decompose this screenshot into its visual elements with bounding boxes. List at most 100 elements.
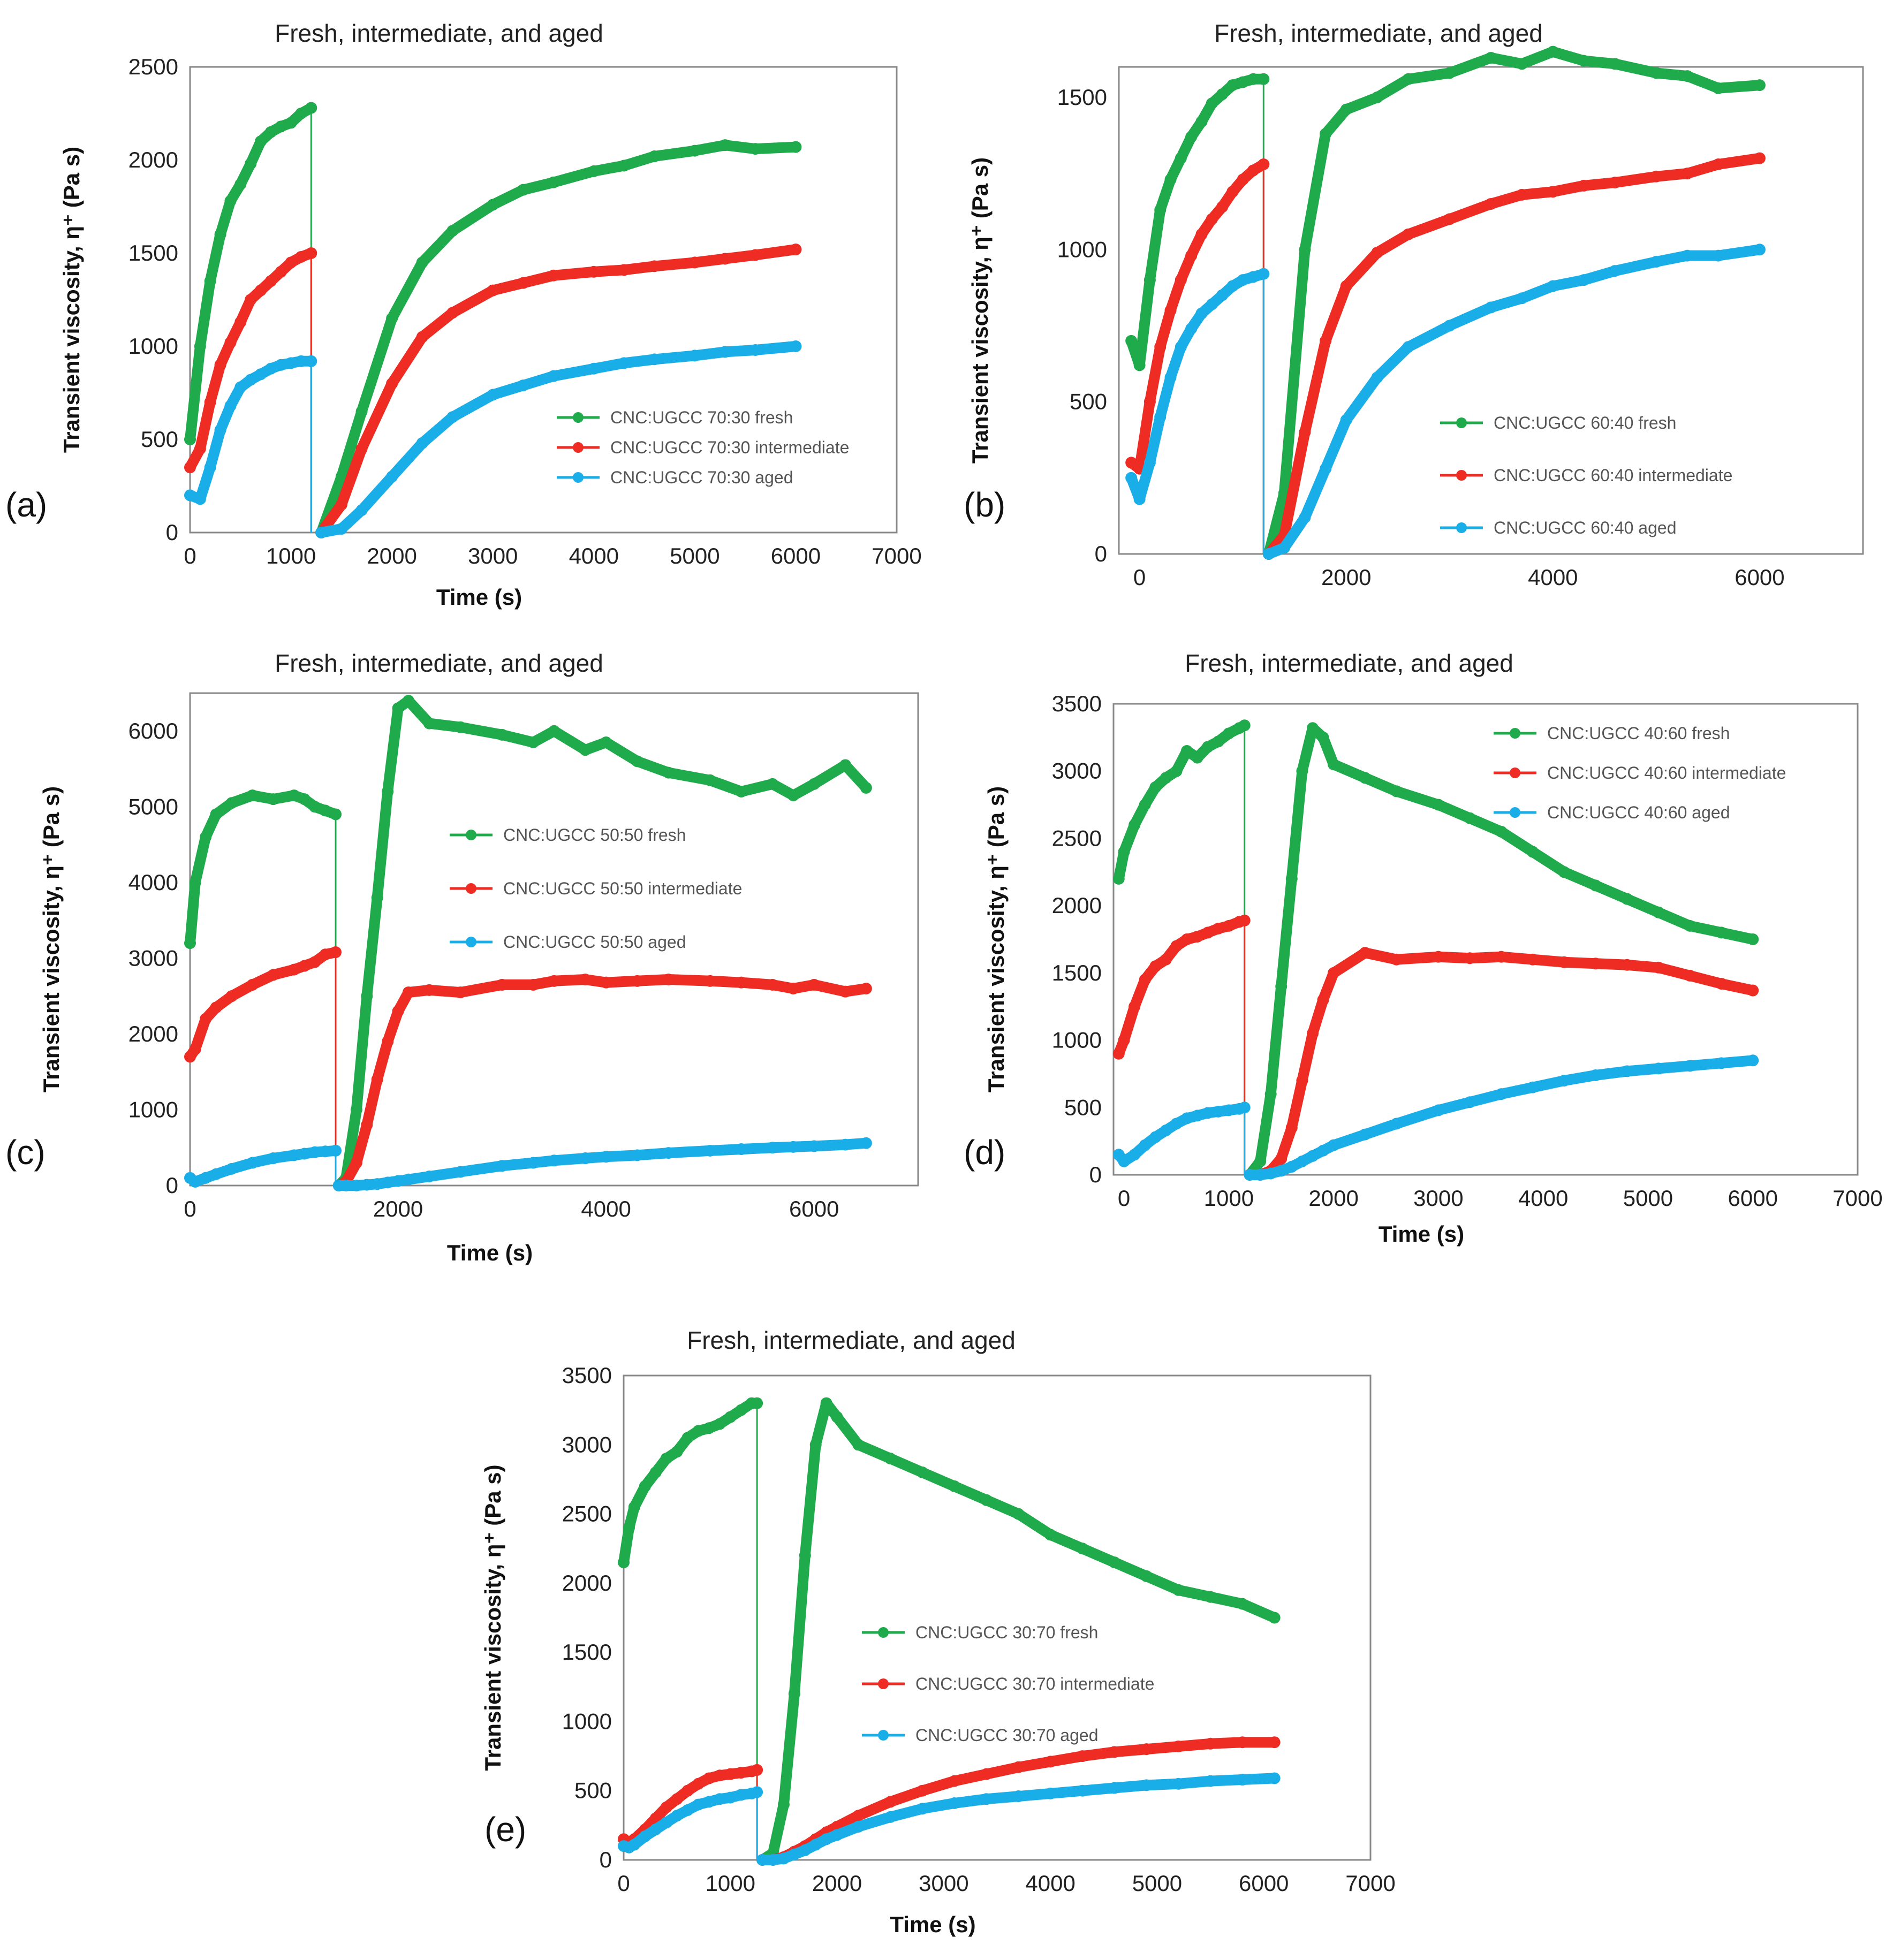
data-point: [1753, 152, 1766, 164]
y-tick-label: 0: [1095, 541, 1107, 566]
legend-entry: CNC:UGCC 40:60 intermediate: [1547, 763, 1786, 783]
data-point: [184, 937, 196, 949]
y-tick-label: 3000: [562, 1432, 612, 1457]
data-point: [1547, 280, 1559, 292]
data-point: [639, 1480, 651, 1492]
legend-swatch-marker: [466, 883, 476, 894]
data-point: [1516, 292, 1528, 305]
data-point: [1464, 1096, 1476, 1108]
data-point: [1223, 727, 1235, 740]
data-point: [724, 1791, 737, 1804]
data-point: [1495, 1088, 1508, 1100]
data-point: [224, 337, 237, 349]
data-point: [600, 976, 612, 989]
data-point: [1154, 411, 1167, 423]
data-point: [275, 120, 287, 133]
data-point: [1238, 719, 1251, 732]
legend-swatch-marker: [466, 937, 476, 947]
data-point: [1206, 213, 1218, 225]
y-tick-label: 0: [600, 1847, 612, 1872]
y-tick-label: 3500: [562, 1363, 612, 1388]
data-point: [1140, 1779, 1153, 1791]
data-point: [1609, 265, 1621, 277]
x-tick-label: 2000: [367, 543, 416, 568]
data-point: [787, 789, 799, 802]
x-axis-label: Time (s): [890, 1912, 975, 1937]
data-point: [487, 199, 499, 211]
data-point: [1485, 197, 1497, 210]
legend-entry: CNC:UGCC 30:70 aged: [915, 1726, 1098, 1745]
y-tick-label: 3000: [128, 945, 178, 970]
data-point: [487, 284, 499, 297]
plot-frame: [623, 1374, 1372, 1861]
y-tick-label: 1000: [1057, 237, 1107, 262]
data-point: [649, 1824, 662, 1836]
x-tick-label: 5000: [670, 543, 719, 568]
data-point: [1715, 977, 1728, 990]
data-point: [884, 1453, 897, 1465]
data-point: [295, 250, 307, 263]
data-point: [1236, 1774, 1248, 1786]
data-point: [735, 1789, 747, 1801]
data-point: [948, 1797, 960, 1809]
data-point: [1516, 188, 1528, 201]
data-point: [1044, 1529, 1057, 1541]
data-point: [1244, 1169, 1256, 1181]
data-point: [1464, 812, 1476, 824]
series-line-segment-2: [316, 140, 801, 538]
data-point: [648, 260, 661, 272]
legend-entry: CNC:UGCC 40:60 fresh: [1547, 724, 1730, 743]
data-point: [204, 396, 216, 408]
chart-title: Fresh, intermediate, and aged: [275, 649, 603, 677]
data-point: [330, 1144, 342, 1157]
y-tick-label: 1000: [1052, 1028, 1102, 1053]
data-point: [1747, 933, 1759, 945]
data-point: [210, 1168, 222, 1180]
data-point: [1650, 170, 1662, 183]
data-point: [809, 1439, 822, 1451]
data-point: [234, 316, 247, 328]
data-point: [980, 1768, 993, 1780]
data-point: [1371, 246, 1383, 259]
data-point: [631, 1149, 643, 1161]
data-point: [1108, 1556, 1120, 1569]
data-point: [1160, 953, 1172, 966]
data-point: [350, 1180, 362, 1191]
data-point: [225, 990, 238, 1002]
x-tick-label: 0: [184, 1196, 196, 1221]
y-tick-label: 4000: [128, 870, 178, 895]
series-intermediate: [184, 946, 872, 1191]
data-point: [1558, 956, 1570, 968]
data-point: [884, 1811, 897, 1823]
y-tick-label: 0: [166, 1173, 178, 1198]
data-point: [790, 244, 802, 256]
data-point: [1175, 152, 1187, 164]
panel-label: (a): [5, 485, 47, 524]
chart-panel-5: Fresh, intermediate, and aged (e) 0 500 1000…: [480, 1326, 1396, 1937]
y-tick-label: 1000: [128, 333, 178, 359]
data-point: [1076, 1543, 1088, 1555]
data-point: [1464, 952, 1476, 964]
data-point: [1133, 493, 1146, 505]
legend-entry: CNC:UGCC 60:40 intermediate: [1494, 466, 1732, 485]
y-tick-label: 1500: [562, 1639, 612, 1665]
legend-entry: CNC:UGCC 30:70 fresh: [915, 1623, 1098, 1642]
data-point: [255, 368, 267, 381]
data-point: [245, 294, 257, 306]
data-point: [777, 1798, 790, 1811]
data-point: [1154, 341, 1167, 353]
data-point: [403, 695, 414, 707]
chart-title: Fresh, intermediate, and aged: [275, 19, 603, 47]
x-tick-label: 0: [184, 543, 196, 568]
data-point: [1185, 249, 1198, 262]
data-point: [350, 1157, 362, 1169]
data-point: [1684, 969, 1696, 982]
data-point: [1076, 1750, 1088, 1763]
x-tick-label: 6000: [1735, 565, 1784, 590]
data-point: [767, 978, 778, 991]
data-point: [714, 1418, 726, 1430]
data-point: [1558, 866, 1570, 878]
data-point: [681, 1432, 694, 1444]
data-point: [194, 493, 206, 505]
data-point: [1432, 799, 1444, 811]
